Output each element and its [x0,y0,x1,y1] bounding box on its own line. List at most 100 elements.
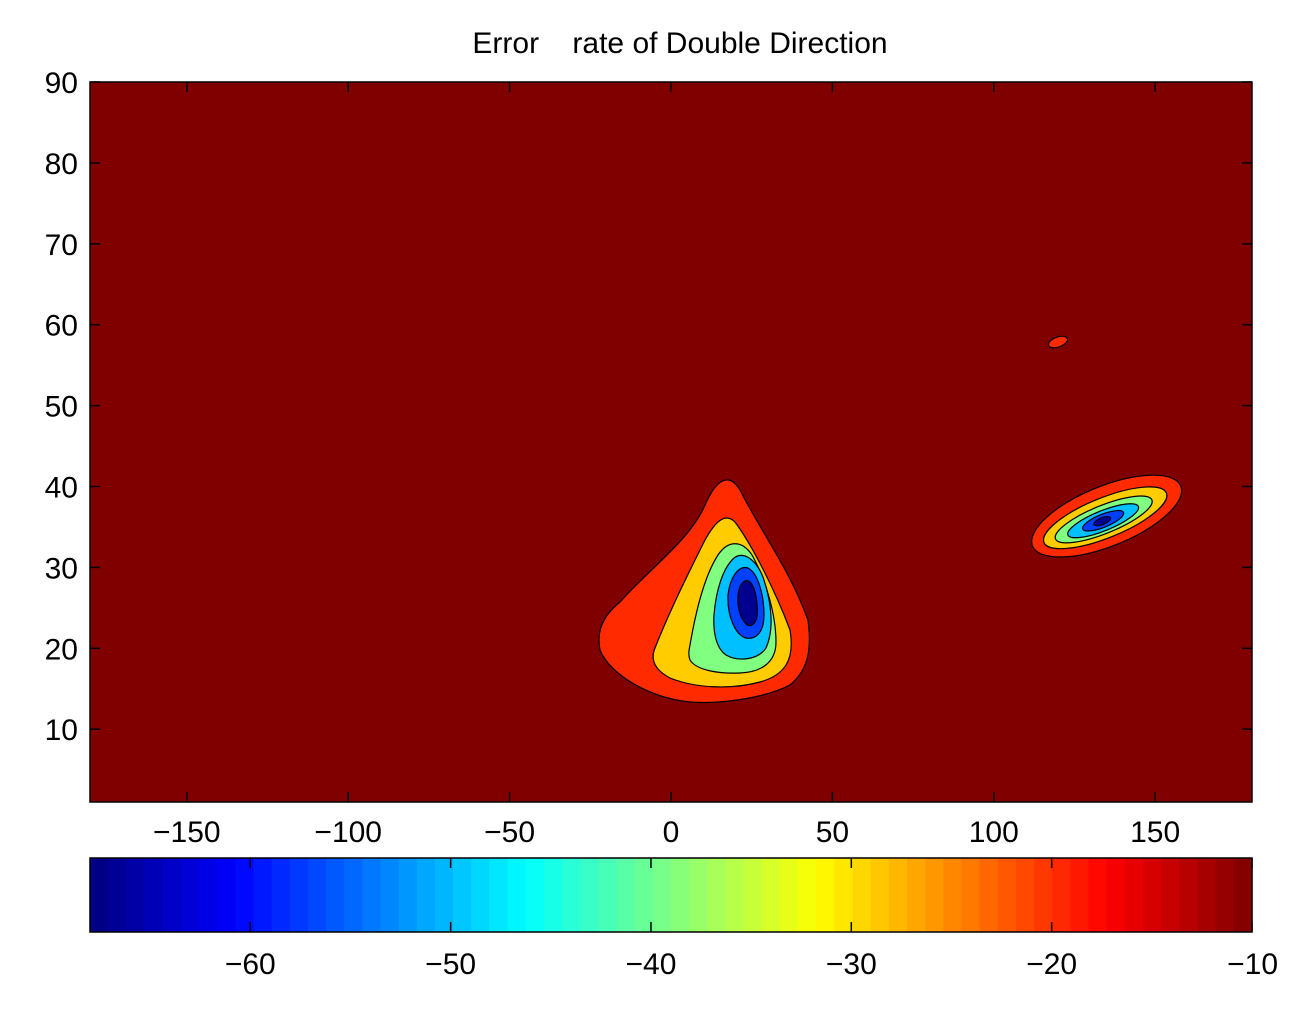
colorbar-strip [507,858,527,932]
colorbar-strip [888,858,908,932]
colorbar-strip [416,858,436,932]
colorbar-frame [89,857,1253,933]
y-tick-label: 60 [45,310,78,343]
colorbar-strip [434,858,454,932]
colorbar-gradient [90,858,1253,932]
contour-level-62 [1093,515,1112,527]
colorbar-tick-label: −10 [1227,948,1278,981]
y-axis-tick-labels: 10 20 30 40 50 60 70 80 90 [45,67,78,747]
contour-region-main [598,479,811,704]
colorbar-tick-label: −60 [225,948,276,981]
colorbar-strip [235,858,255,932]
colorbar-strip [743,858,763,932]
colorbar-strip [870,858,890,932]
x-tick-label: 150 [1130,816,1180,849]
colorbar-strip [1143,858,1162,932]
colorbar-strip [961,858,981,932]
y-tick-label: 90 [45,67,78,100]
colorbar-strip [1197,858,1217,932]
colorbar-strip [779,858,799,932]
colorbar: −60 −50 −40 −30 −20 −10 [89,857,1278,981]
x-tick-label: 50 [816,816,849,849]
colorbar-strip [943,858,963,932]
colorbar-strip [979,858,999,932]
colorbar-strip [1088,858,1108,932]
colorbar-strip [907,858,926,932]
y-tick-label: 70 [45,229,78,262]
colorbar-tick-labels: −60 −50 −40 −30 −20 −10 [225,948,1278,981]
colorbar-strip [271,858,291,932]
colorbar-strip [289,858,309,932]
colorbar-strip [1052,858,1072,932]
x-axis-tick-labels: −150 −100 −50 0 50 100 150 [153,816,1180,849]
colorbar-strip [816,858,836,932]
colorbar-tick-marks [249,858,1253,932]
x-tick-label: 100 [969,816,1019,849]
colorbar-strip [689,858,708,932]
colorbar-strip [707,858,727,932]
colorbar-tick-label: −40 [626,948,677,981]
x-tick-label: 0 [663,816,680,849]
plot-area [89,81,1253,803]
colorbar-strip [344,858,363,932]
colorbar-tick-label: −30 [826,948,877,981]
contour-region-small [1047,335,1069,349]
y-tick-label: 30 [45,552,78,585]
y-tick-label: 50 [45,391,78,424]
colorbar-strip [852,858,872,932]
colorbar-strip [1233,858,1253,932]
x-tick-label: −150 [153,816,221,849]
colorbar-strip [1215,858,1235,932]
colorbar-strip [453,858,472,932]
colorbar-strip [598,858,618,932]
colorbar-strip [1124,858,1144,932]
contour-level-62 [737,580,758,627]
x-tick-label: −50 [484,816,535,849]
colorbar-strip [652,858,672,932]
colorbar-strip [362,858,382,932]
colorbar-strip [180,858,200,932]
colorbar-strip [1106,858,1126,932]
colorbar-strip [834,858,854,932]
colorbar-strip [925,858,944,932]
colorbar-strip [1161,858,1180,932]
colorbar-strip [798,858,817,932]
colorbar-strip [253,858,273,932]
axis-tick-marks [90,81,1252,802]
y-tick-label: 10 [45,714,78,747]
colorbar-strip [1070,858,1090,932]
colorbar-strip [1015,858,1035,932]
colorbar-strip [198,858,218,932]
colorbar-strip [489,858,509,932]
colorbar-strip [525,858,545,932]
colorbar-tick-label: −20 [1026,948,1077,981]
colorbar-strip [162,858,182,932]
colorbar-strip [380,858,400,932]
contour-level-15 [1047,335,1069,349]
colorbar-strip [1179,858,1199,932]
colorbar-strip [761,858,781,932]
y-tick-label: 40 [45,471,78,504]
y-tick-label: 20 [45,633,78,666]
colorbar-tick-label: −50 [425,948,476,981]
colorbar-strip [126,858,146,932]
colorbar-strip [580,858,599,932]
colorbar-strip [725,858,745,932]
colorbar-strip [307,858,327,932]
colorbar-strip [543,858,563,932]
colorbar-strip [326,858,345,932]
colorbar-strip [562,858,581,932]
colorbar-strip [144,858,164,932]
colorbar-strip [90,858,109,932]
colorbar-strip [634,858,654,932]
colorbar-strip [108,858,127,932]
chart-title: Error rate of Double Direction [472,27,887,60]
colorbar-strip [217,858,236,932]
y-tick-label: 80 [45,148,78,181]
colorbar-strip [398,858,418,932]
x-tick-label: −100 [314,816,382,849]
colorbar-strip [471,858,491,932]
contour-region-secondary [1031,474,1183,558]
colorbar-strip [616,858,636,932]
